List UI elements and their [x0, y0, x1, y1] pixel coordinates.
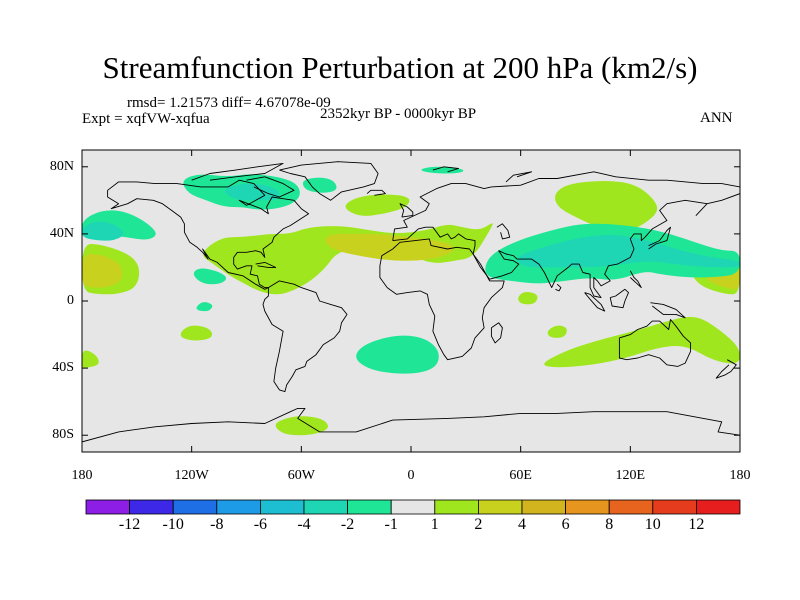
lon-tick-label: 120W — [174, 468, 209, 483]
colorbar-swatch — [696, 499, 741, 515]
colorbar-label: 4 — [518, 516, 526, 533]
colorbar-label: 10 — [644, 516, 661, 533]
colorbar-swatch — [521, 499, 566, 515]
period-label: 2352kyr BP - 0000kyr BP — [320, 106, 477, 122]
coastlines — [82, 161, 740, 443]
coastline-madagascar — [490, 322, 503, 344]
contour-region-level--1 — [356, 335, 439, 374]
lon-tick-label: 180 — [71, 468, 93, 483]
colorbar — [85, 499, 741, 515]
coastline-eurasia — [392, 171, 740, 299]
coastline-novaya-zemlya — [505, 171, 533, 183]
coastline-japan — [648, 226, 671, 250]
map-title: Streamfunction Perturbation at 200 hPa (… — [102, 50, 698, 85]
lat-tick-label: 80S — [52, 427, 74, 443]
contour-region-level-2 — [547, 325, 567, 338]
coastline-sumatra — [584, 292, 606, 312]
contour-region-level--2 — [224, 183, 280, 201]
contour-region-level--2 — [82, 221, 124, 241]
colorbar-label: -8 — [210, 516, 224, 533]
contour-region-level-4 — [82, 254, 123, 288]
season-label: ANN — [700, 110, 733, 126]
coastline-great-britain — [399, 203, 414, 218]
contour-region-level--1 — [302, 177, 337, 193]
contour-region-level-2 — [275, 416, 328, 436]
lon-tick-label: 60E — [509, 468, 532, 483]
colorbar-swatch — [477, 499, 523, 515]
coastline-baffin — [246, 176, 295, 198]
rmsd-diff-label: rmsd= 1.21573 diff= 4.67078e-09 — [127, 95, 331, 111]
colorbar-label: -2 — [340, 516, 355, 533]
colorbar-swatch — [129, 499, 174, 515]
contour-region-level-4 — [325, 233, 454, 261]
contour-region-level-2 — [180, 325, 213, 341]
lat-tick-label: 40S — [52, 360, 74, 376]
coastline-new-zealand — [715, 359, 737, 379]
contour-region-level--1 — [196, 302, 213, 312]
coastline-new-guinea — [650, 302, 686, 319]
lon-tick-label: 120E — [615, 468, 646, 483]
contour-region-level-2 — [555, 181, 658, 232]
colorbar-label: 1 — [430, 516, 439, 533]
colorbar-swatch — [85, 499, 130, 515]
lon-tick-label: 180 — [729, 468, 751, 483]
contour-region-level-2 — [82, 350, 99, 369]
coastline-caspian — [496, 223, 511, 240]
contour-fills — [82, 166, 740, 436]
lon-tick-label: 60W — [287, 468, 315, 483]
coastline-australia — [618, 319, 692, 367]
coastline-cuba — [255, 261, 277, 268]
coastline-north-america — [107, 179, 310, 290]
contour-region-level-2 — [544, 316, 740, 368]
lat-tick-label: 0 — [67, 293, 74, 308]
colorbar-swatch — [608, 499, 654, 515]
coastline-svalbard — [432, 166, 459, 173]
contour-region-level--2 — [517, 235, 740, 268]
colorbar-swatch — [390, 499, 436, 515]
colorbar-swatch — [216, 499, 261, 515]
colorbar-swatch — [303, 499, 348, 515]
coastline-antarctica — [82, 407, 740, 443]
lat-tick-label: 80N — [49, 158, 74, 174]
colorbar-label: 8 — [605, 516, 614, 533]
coastline-greenland — [279, 161, 379, 201]
coastline-iceland — [366, 189, 386, 196]
experiment-label: Expt = xqfVW-xqfua — [82, 111, 210, 127]
contour-region-level--1 — [193, 268, 227, 285]
coastline-arctic-islands — [191, 162, 284, 181]
colorbar-label: 12 — [688, 516, 705, 533]
colorbar-label: -12 — [118, 516, 141, 533]
coastline-borneo — [609, 288, 629, 309]
coastline-africa — [379, 238, 505, 361]
lat-tick-label: 40N — [49, 225, 74, 241]
colorbar-swatch — [172, 499, 218, 515]
coastline-sri-lanka — [555, 283, 562, 292]
contour-region-level-2 — [345, 194, 410, 216]
colorbar-swatch — [347, 499, 392, 515]
coastline-philippines — [629, 270, 642, 289]
lon-tick-label: 0 — [407, 468, 415, 483]
contour-region-level-2 — [518, 292, 538, 305]
contour-region-level--1 — [421, 166, 464, 174]
coastline-south-america — [262, 280, 348, 393]
colorbar-label: -10 — [162, 516, 184, 533]
colorbar-label: -4 — [297, 516, 311, 533]
map-frame — [81, 149, 741, 453]
colorbar-label: 2 — [474, 516, 483, 533]
colorbar-swatch — [652, 499, 697, 515]
colorbar-label: 6 — [561, 516, 570, 533]
colorbar-label: -6 — [253, 516, 268, 533]
colorbar-swatch — [259, 499, 305, 515]
colorbar-label: -1 — [384, 516, 398, 533]
colorbar-swatch — [565, 499, 610, 515]
colorbar-swatch — [434, 499, 479, 515]
